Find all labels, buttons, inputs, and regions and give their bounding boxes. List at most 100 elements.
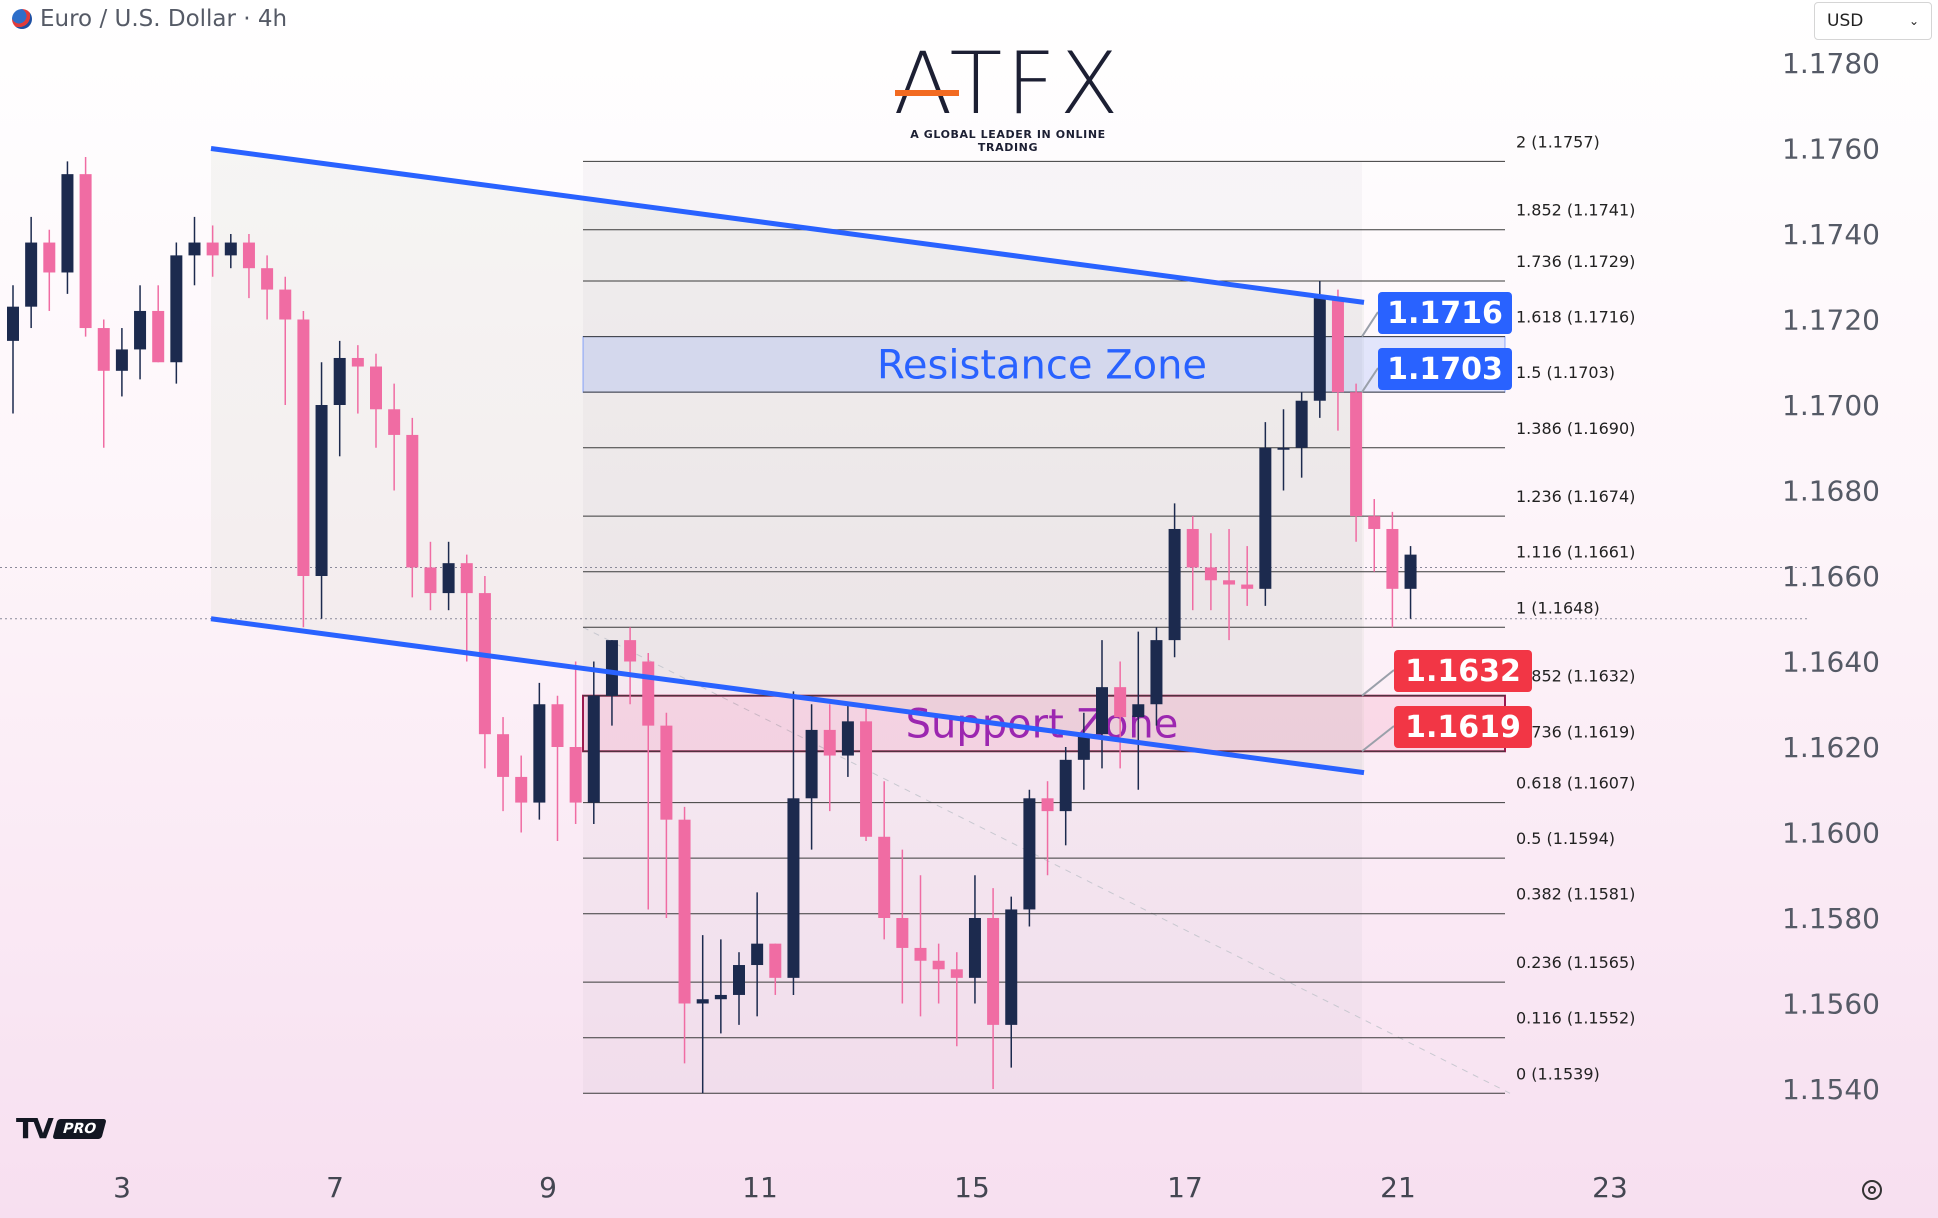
candle-49[interactable] xyxy=(896,918,909,948)
candle-28[interactable] xyxy=(515,776,528,803)
candle-52[interactable] xyxy=(950,969,963,978)
candle-9[interactable] xyxy=(170,255,183,363)
candle-47[interactable] xyxy=(860,721,873,837)
x-tick-label-5: 17 xyxy=(1167,1171,1203,1204)
candle-12[interactable] xyxy=(224,242,237,256)
candle-72[interactable] xyxy=(1313,298,1326,401)
candle-65[interactable] xyxy=(1186,528,1199,568)
candle-18[interactable] xyxy=(333,357,346,405)
price-tag-bg-2 xyxy=(1394,650,1532,692)
fib-label-3: 1.618 (1.1716) xyxy=(1516,308,1635,327)
candle-46[interactable] xyxy=(841,721,854,756)
candle-44[interactable] xyxy=(805,729,818,799)
candle-74[interactable] xyxy=(1350,392,1363,517)
candle-63[interactable] xyxy=(1150,640,1163,705)
zone-label-0: Resistance Zone xyxy=(877,342,1207,388)
candle-67[interactable] xyxy=(1223,580,1236,585)
candle-7[interactable] xyxy=(134,310,147,350)
candle-21[interactable] xyxy=(388,409,401,435)
fib-label-13: 0.382 (1.1581) xyxy=(1516,885,1635,904)
candle-75[interactable] xyxy=(1368,516,1381,529)
candle-10[interactable] xyxy=(188,242,201,256)
fib-label-9: 0.852 (1.1632) xyxy=(1516,667,1635,686)
candle-69[interactable] xyxy=(1259,447,1272,589)
symbol-header[interactable]: Euro / U.S. Dollar · 4h xyxy=(12,6,287,32)
candle-51[interactable] xyxy=(932,960,945,970)
candle-48[interactable] xyxy=(878,836,891,918)
candle-42[interactable] xyxy=(769,943,782,978)
candle-57[interactable] xyxy=(1041,798,1054,812)
candle-25[interactable] xyxy=(460,563,473,594)
price-tag-bg-0 xyxy=(1378,292,1512,334)
candle-77[interactable] xyxy=(1404,554,1417,589)
candle-70[interactable] xyxy=(1277,447,1290,450)
candle-26[interactable] xyxy=(478,593,491,735)
channel-fill xyxy=(211,148,1364,773)
eurusd-flag-icon xyxy=(12,9,32,29)
candle-23[interactable] xyxy=(424,567,437,594)
currency-selector[interactable]: USD ⌄ xyxy=(1814,2,1932,40)
candle-4[interactable] xyxy=(79,174,92,329)
candle-54[interactable] xyxy=(987,918,1000,1025)
candle-71[interactable] xyxy=(1295,400,1308,448)
x-tick-label-0: 3 xyxy=(113,1171,131,1204)
candle-6[interactable] xyxy=(115,349,128,371)
candle-43[interactable] xyxy=(787,798,800,978)
candle-5[interactable] xyxy=(97,328,110,371)
price-tag-text-1: 1.1703 xyxy=(1387,352,1503,387)
y-tick-label-9: 1.1720 xyxy=(1782,304,1880,337)
candle-30[interactable] xyxy=(551,704,564,747)
candle-37[interactable] xyxy=(678,819,691,1004)
candle-66[interactable] xyxy=(1204,567,1217,581)
channel-upper-line[interactable] xyxy=(210,146,1365,305)
candle-15[interactable] xyxy=(279,289,292,320)
candle-41[interactable] xyxy=(751,943,764,966)
price-tag-text-2: 1.1632 xyxy=(1405,654,1521,689)
candle-38[interactable] xyxy=(696,999,709,1004)
candle-32[interactable] xyxy=(587,695,600,803)
candle-1[interactable] xyxy=(25,242,38,307)
candle-33[interactable] xyxy=(605,640,618,696)
candle-22[interactable] xyxy=(406,434,419,568)
logo-tagline: A GLOBAL LEADER IN ONLINE TRADING xyxy=(910,128,1106,154)
candle-50[interactable] xyxy=(914,947,927,961)
candle-14[interactable] xyxy=(261,268,274,290)
candle-20[interactable] xyxy=(370,366,382,410)
candle-61[interactable] xyxy=(1114,687,1127,718)
candle-53[interactable] xyxy=(968,918,981,978)
candle-76[interactable] xyxy=(1386,528,1399,589)
candle-0[interactable] xyxy=(7,306,19,341)
candle-27[interactable] xyxy=(497,734,510,777)
candle-31[interactable] xyxy=(569,747,582,803)
candle-8[interactable] xyxy=(152,310,165,363)
candle-16[interactable] xyxy=(297,319,310,577)
candle-13[interactable] xyxy=(242,242,255,269)
candle-68[interactable] xyxy=(1241,584,1254,589)
candle-2[interactable] xyxy=(43,242,56,273)
candle-64[interactable] xyxy=(1168,528,1181,641)
candle-59[interactable] xyxy=(1077,734,1090,760)
candle-29[interactable] xyxy=(533,704,546,803)
candle-24[interactable] xyxy=(442,563,455,594)
candle-73[interactable] xyxy=(1331,298,1344,393)
price-tag-text-0: 1.1716 xyxy=(1387,296,1503,331)
settings-gear-icon[interactable] xyxy=(1862,1180,1882,1200)
candle-55[interactable] xyxy=(1005,909,1018,1025)
candle-3[interactable] xyxy=(61,174,74,273)
candle-60[interactable] xyxy=(1096,687,1108,735)
candle-40[interactable] xyxy=(733,965,745,995)
candle-58[interactable] xyxy=(1059,759,1072,812)
candle-56[interactable] xyxy=(1023,798,1036,910)
candle-45[interactable] xyxy=(823,729,836,756)
candle-62[interactable] xyxy=(1132,704,1145,718)
candle-19[interactable] xyxy=(351,357,364,367)
candle-11[interactable] xyxy=(206,242,219,256)
candle-17[interactable] xyxy=(315,405,328,576)
candle-36[interactable] xyxy=(660,725,673,820)
candle-34[interactable] xyxy=(624,640,637,662)
candle-35[interactable] xyxy=(642,661,655,726)
channel-lower-line[interactable] xyxy=(210,616,1365,776)
x-tick-label-7: 23 xyxy=(1592,1171,1628,1204)
candle-39[interactable] xyxy=(714,994,727,1000)
